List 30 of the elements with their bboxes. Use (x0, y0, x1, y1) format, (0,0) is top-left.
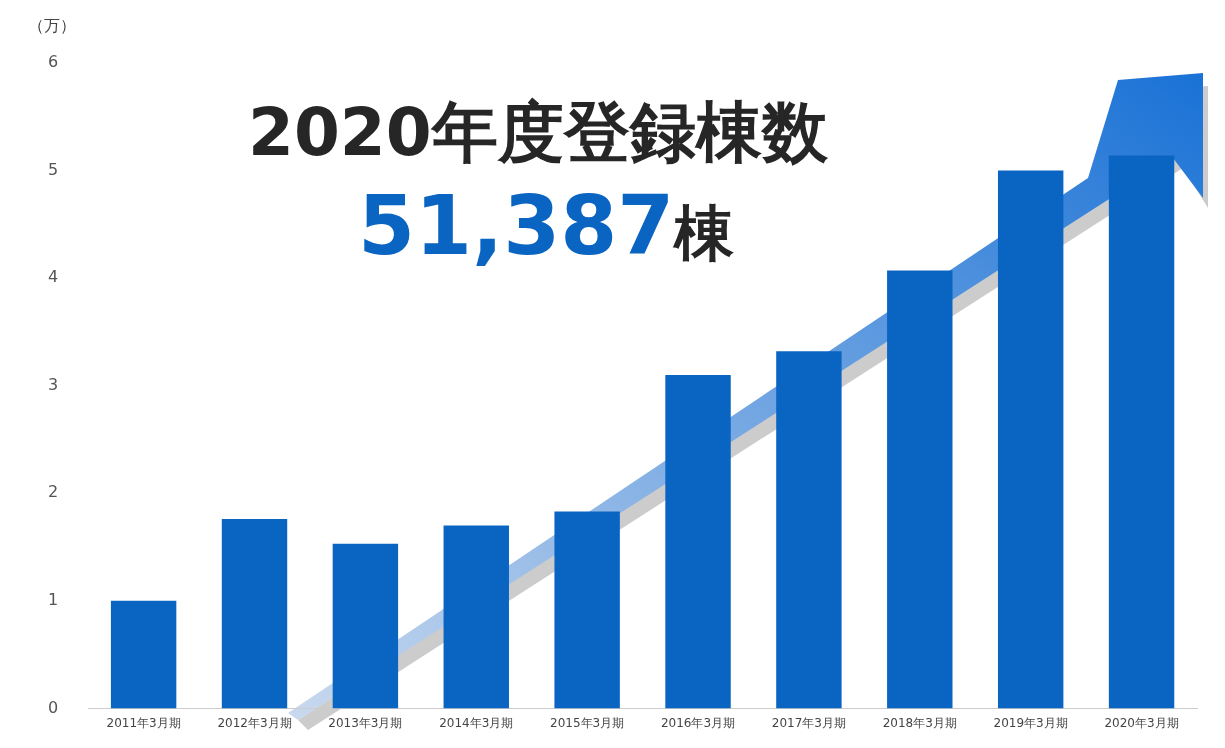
bar (665, 374, 731, 709)
bar (887, 270, 953, 709)
x-tick-label: 2015年3月期 (550, 715, 625, 730)
bar (554, 511, 620, 709)
x-tick-label: 2014年3月期 (439, 715, 514, 730)
x-tick-label: 2020年3月期 (1104, 715, 1179, 730)
y-tick-label: 3 (47, 374, 59, 394)
y-tick-label: 0 (47, 697, 59, 717)
bar (110, 600, 177, 709)
x-tick-label: 2016年3月期 (660, 715, 736, 730)
text: 2020年度登録棟数 (248, 93, 828, 173)
bar (443, 525, 509, 709)
x-tick-label: 2013年3月期 (328, 715, 403, 730)
bar (332, 543, 399, 709)
y-tick-label: 1 (47, 589, 59, 609)
x-tick-label: 2017年3月期 (771, 715, 847, 730)
bar (1108, 155, 1175, 709)
x-tick-label: 2019年3月期 (993, 715, 1068, 730)
y-axis-title: （万） (28, 16, 76, 37)
y-tick-label: 4 (47, 267, 59, 287)
x-tick-label: 2012年3月期 (217, 715, 292, 730)
y-tick-label: 6 (47, 52, 59, 72)
bar (997, 170, 1064, 709)
x-tick-label: 2018年3月期 (882, 715, 957, 730)
bar (776, 351, 842, 709)
x-tick-label: 2011年3月期 (106, 715, 181, 730)
y-tick-label: 2 (47, 482, 59, 502)
bar (221, 519, 288, 709)
annotation: 51,387棟 (358, 178, 735, 273)
y-tick-label: 5 (47, 159, 59, 179)
